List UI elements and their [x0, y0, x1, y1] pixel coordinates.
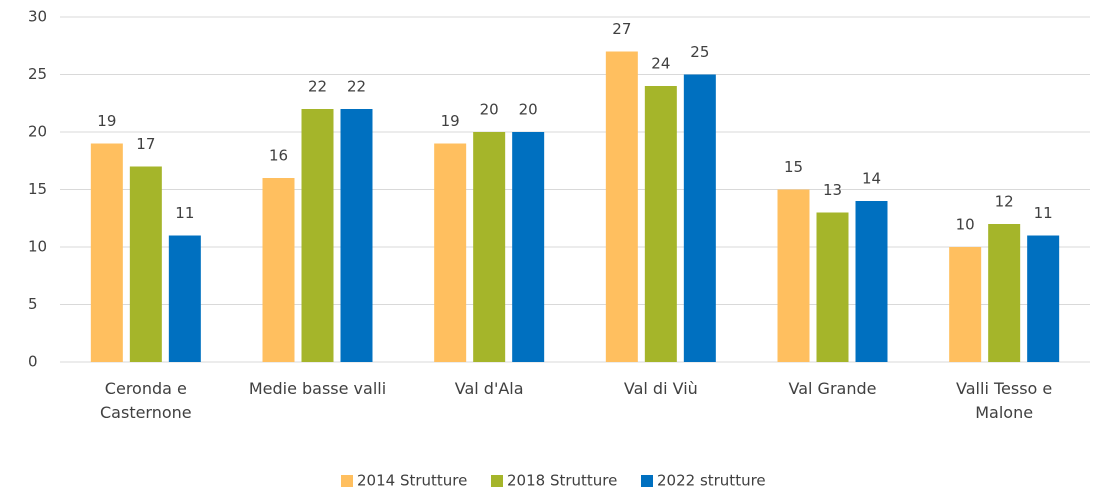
x-tick-label: Valli Tesso e Malone: [956, 379, 1053, 422]
legend-label: 2014 Strutture: [357, 472, 467, 490]
x-tick-label: Val Grande: [788, 379, 877, 398]
data-label: 13: [823, 181, 842, 199]
x-tick-label: Val d'Ala: [454, 379, 524, 398]
data-label: 12: [995, 193, 1014, 211]
data-label: 15: [784, 158, 803, 176]
y-tick-label: 25: [28, 65, 47, 83]
bar: [1027, 235, 1060, 362]
bar: [168, 235, 201, 362]
x-tick-label: Ceronda e Casternone: [100, 379, 192, 422]
bar: [473, 132, 506, 362]
bar: [301, 109, 334, 362]
data-label: 10: [956, 216, 975, 234]
legend-swatch: [341, 475, 353, 487]
legend-swatch: [641, 475, 653, 487]
data-label: 14: [862, 170, 881, 188]
y-tick-label: 15: [28, 180, 47, 198]
bar: [512, 132, 545, 362]
bar: [340, 109, 373, 362]
legend-swatch: [491, 475, 503, 487]
y-tick-label: 30: [28, 8, 47, 26]
data-label: 19: [97, 112, 116, 130]
bar: [90, 143, 123, 362]
data-label: 19: [441, 112, 460, 130]
y-tick-label: 0: [28, 353, 38, 371]
data-label: 20: [480, 101, 499, 119]
data-label: 27: [612, 20, 631, 38]
bar: [949, 247, 982, 362]
data-label: 24: [651, 55, 670, 73]
data-label: 22: [347, 78, 366, 96]
bar: [605, 51, 638, 362]
bar: [777, 189, 810, 362]
y-tick-label: 20: [28, 123, 47, 141]
bar: [262, 178, 295, 362]
y-tick-label: 10: [28, 238, 47, 256]
data-label: 25: [690, 43, 709, 61]
data-label: 17: [136, 135, 155, 153]
data-label: 11: [1034, 204, 1053, 222]
y-tick-label: 5: [28, 295, 38, 313]
bar: [988, 224, 1021, 362]
data-label: 20: [519, 101, 538, 119]
legend-label: 2018 Strutture: [507, 472, 617, 490]
x-tick-label: Medie basse valli: [248, 379, 387, 398]
legend-label: 2022 strutture: [657, 472, 766, 490]
bar: [129, 166, 162, 362]
bar: [434, 143, 467, 362]
data-label: 16: [269, 147, 288, 165]
bar: [855, 201, 888, 362]
bar: [644, 86, 677, 362]
data-label: 22: [308, 78, 327, 96]
bar: [816, 212, 849, 362]
bar: [683, 74, 716, 362]
x-tick-label: Val di Viù: [623, 379, 698, 398]
data-label: 11: [175, 204, 194, 222]
